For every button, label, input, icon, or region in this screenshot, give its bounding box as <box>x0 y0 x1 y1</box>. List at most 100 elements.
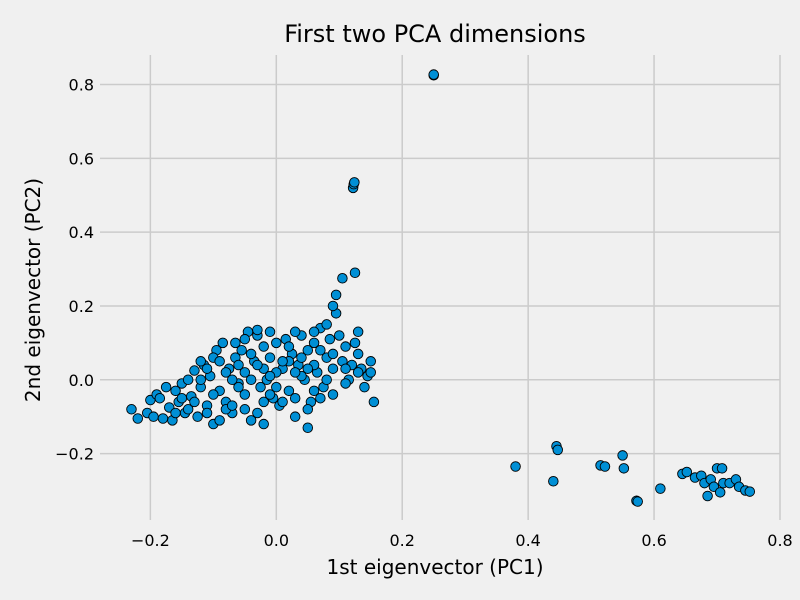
data-point <box>264 326 276 338</box>
data-point <box>321 319 332 330</box>
data-point <box>271 337 282 349</box>
data-point <box>264 352 276 363</box>
data-point <box>226 374 238 386</box>
data-point <box>321 374 332 386</box>
data-point <box>258 396 269 408</box>
data-point <box>283 385 295 397</box>
data-point <box>148 411 159 422</box>
data-point <box>214 415 225 426</box>
data-point <box>252 407 263 419</box>
x-tick-label: −0.2 <box>131 531 170 550</box>
data-point <box>239 389 251 400</box>
data-point <box>552 444 563 456</box>
data-point <box>189 365 200 376</box>
data-point <box>302 363 314 374</box>
data-point <box>324 333 336 345</box>
data-point <box>258 341 269 352</box>
data-point <box>618 463 630 474</box>
data-point <box>744 486 756 497</box>
data-points <box>126 69 756 507</box>
data-point <box>252 324 263 336</box>
y-tick-label: 0.4 <box>69 223 94 242</box>
y-tick-label: 0.2 <box>69 297 94 316</box>
x-tick-label: 0.2 <box>389 531 414 550</box>
data-point <box>352 348 364 360</box>
data-point <box>327 389 339 400</box>
data-point <box>340 363 351 374</box>
data-point <box>214 356 225 367</box>
data-point <box>201 407 213 419</box>
data-point <box>160 381 172 393</box>
data-point <box>599 461 611 472</box>
data-point <box>349 337 361 349</box>
grid <box>100 55 781 520</box>
data-point <box>702 490 713 502</box>
data-point <box>157 413 169 424</box>
data-point <box>349 177 360 188</box>
data-point <box>245 348 257 360</box>
data-point <box>264 370 276 382</box>
x-tick-label: 0.8 <box>767 531 792 550</box>
chart-title: First two PCA dimensions <box>284 20 586 48</box>
data-point <box>617 450 628 461</box>
data-point <box>302 344 314 356</box>
data-point <box>195 374 206 386</box>
x-tick-label: 0.4 <box>515 531 540 550</box>
data-point <box>302 404 314 415</box>
data-point <box>255 381 266 393</box>
data-point <box>716 463 728 474</box>
y-tick-label: −0.2 <box>55 445 94 464</box>
data-point <box>239 367 251 378</box>
data-point <box>192 411 203 422</box>
data-point <box>195 356 206 367</box>
data-point <box>217 337 229 349</box>
data-point <box>258 418 269 430</box>
data-point <box>289 326 301 338</box>
data-point <box>271 381 282 393</box>
x-axis-label: 1st eigenvector (PC1) <box>326 555 543 579</box>
data-point <box>714 487 726 498</box>
data-point <box>327 348 339 360</box>
data-point <box>368 396 380 408</box>
data-point <box>239 404 251 415</box>
data-point <box>315 344 326 356</box>
data-point <box>126 404 137 415</box>
data-point <box>289 411 301 422</box>
data-point <box>296 352 307 363</box>
data-point <box>308 337 320 349</box>
data-point <box>233 359 244 371</box>
data-point <box>327 363 339 374</box>
data-point <box>302 422 314 433</box>
data-point <box>337 273 348 284</box>
data-point <box>315 392 326 404</box>
data-point <box>201 363 213 374</box>
x-tick-label: 0.0 <box>264 531 289 550</box>
data-point <box>352 326 364 338</box>
data-point <box>308 385 320 397</box>
data-point <box>277 356 288 367</box>
y-tick-label: 0.6 <box>69 149 94 168</box>
data-point <box>340 378 351 389</box>
data-point <box>334 330 345 341</box>
data-point <box>289 392 301 404</box>
data-point <box>264 389 276 400</box>
data-point <box>239 333 251 345</box>
data-point <box>283 341 295 352</box>
data-point <box>220 367 232 378</box>
data-point <box>330 289 342 301</box>
data-point <box>289 367 301 378</box>
data-point <box>349 267 361 278</box>
data-point <box>365 356 376 367</box>
data-point <box>132 413 144 424</box>
data-point <box>308 326 320 338</box>
data-point <box>548 476 559 487</box>
data-point <box>510 461 521 472</box>
data-point <box>176 392 188 404</box>
data-point <box>428 69 439 80</box>
data-point <box>245 374 257 386</box>
data-point <box>170 407 181 419</box>
data-point <box>170 385 181 397</box>
data-point <box>359 381 370 393</box>
data-point <box>352 367 364 378</box>
data-point <box>154 392 166 404</box>
